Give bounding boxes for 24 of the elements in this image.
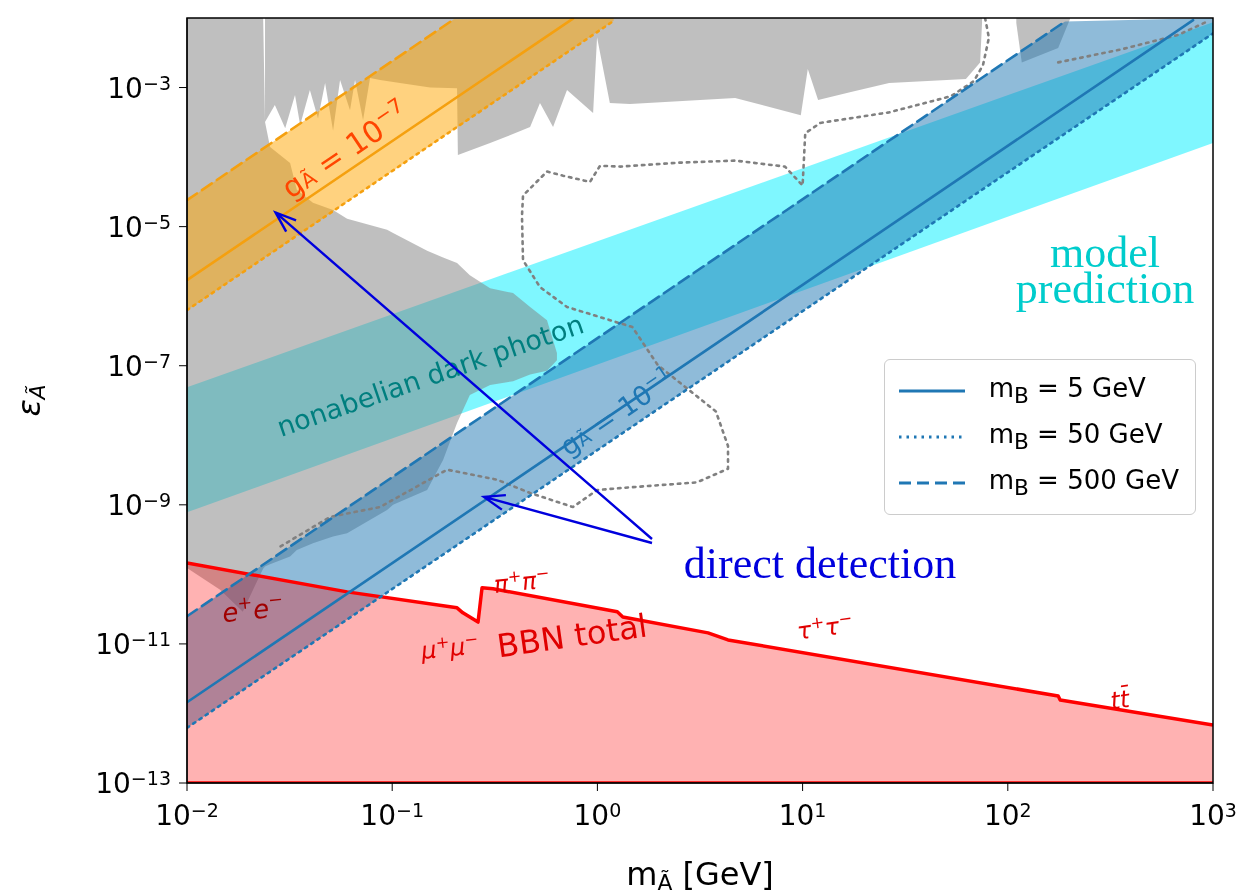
legend-label: m$_{B}$ = 5 GeV xyxy=(988,372,1146,409)
annotation: model prediction xyxy=(1015,227,1195,313)
y-tick-label: 10$^{−9}$ xyxy=(107,488,171,522)
x-axis-title: m$_{Ã}$ [GeV] xyxy=(626,855,774,895)
y-tick-label: 10$^{−7}$ xyxy=(107,349,171,383)
legend-label: m$_{B}$ = 500 GeV xyxy=(988,464,1179,501)
annotation: direct detection xyxy=(683,538,957,588)
annotation: tt̄ xyxy=(1108,683,1133,716)
annotation: τ$^{+}$τ$^{−}$ xyxy=(795,608,854,646)
x-tick-label: 10$^{3}$ xyxy=(1189,799,1237,832)
y-tick-label: 10$^{−5}$ xyxy=(107,210,171,244)
annotation: π$^{+}$π$^{−}$ xyxy=(492,562,551,599)
x-tick-label: 10$^{1}$ xyxy=(778,799,827,832)
y-tick-label: 10$^{−3}$ xyxy=(107,71,171,105)
x-tick-label: 10$^{2}$ xyxy=(983,799,1032,832)
annotation: BBN total xyxy=(494,606,650,666)
legend-label: m$_{B}$ = 50 GeV xyxy=(988,418,1163,455)
x-tick-label: 10$^{−1}$ xyxy=(360,799,425,832)
x-tick-label: 10$^{−2}$ xyxy=(155,799,219,832)
x-tick-label: 10$^{0}$ xyxy=(573,799,622,832)
annotation: e$^{+}$e$^{−}$ xyxy=(220,589,284,629)
annotation: μ$^{+}$μ$^{−}$ xyxy=(418,628,480,666)
y-tick-label: 10$^{−11}$ xyxy=(95,627,171,661)
y-tick-label: 10$^{−13}$ xyxy=(95,767,171,800)
